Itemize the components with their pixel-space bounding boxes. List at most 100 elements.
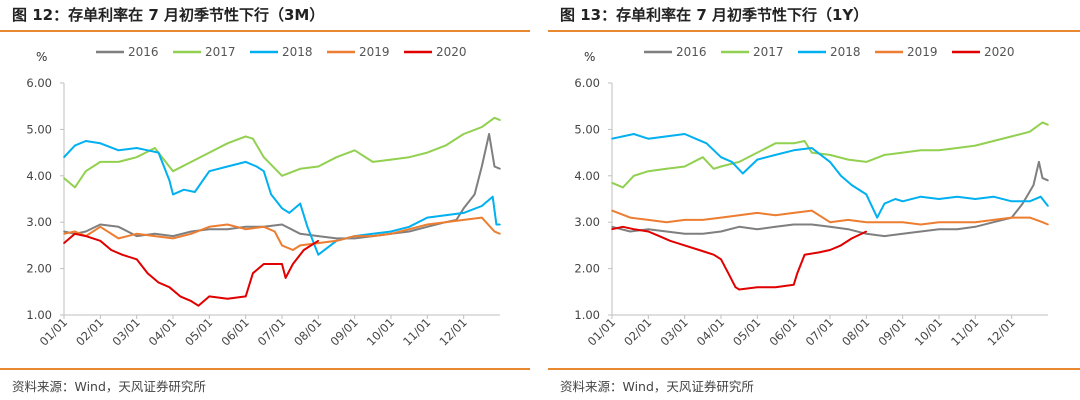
legend-item: 2017 bbox=[173, 45, 236, 59]
data-point-2018 bbox=[306, 226, 309, 228]
data-point-2020 bbox=[303, 249, 305, 251]
data-point-2016 bbox=[190, 230, 192, 233]
data-point-2020 bbox=[647, 230, 650, 233]
data-point-2019 bbox=[172, 237, 174, 240]
data-point-2020 bbox=[865, 230, 868, 233]
legend-label: 2017 bbox=[753, 45, 784, 59]
legend-item: 2019 bbox=[327, 45, 390, 59]
data-point-2019 bbox=[99, 226, 102, 228]
data-point-2018 bbox=[372, 233, 374, 235]
x-tick-label: 07/01 bbox=[255, 315, 288, 348]
data-point-2018 bbox=[135, 147, 138, 149]
data-point-2020 bbox=[698, 249, 700, 251]
data-point-2019 bbox=[1047, 223, 1049, 226]
data-point-2019 bbox=[74, 230, 76, 233]
chart-title: 图 13：存单利率在 7 月初季节性下行（1Y） bbox=[560, 6, 869, 24]
series-line-2020 bbox=[63, 232, 319, 307]
data-point-2016 bbox=[473, 193, 476, 196]
data-point-2017 bbox=[1010, 135, 1013, 138]
data-point-2018 bbox=[851, 184, 853, 186]
data-point-2020 bbox=[190, 300, 192, 302]
series-line-2017 bbox=[63, 116, 501, 189]
data-point-2018 bbox=[390, 230, 392, 233]
data-point-2020 bbox=[252, 272, 254, 274]
x-tick-label: 10/01 bbox=[912, 315, 945, 348]
data-point-2020 bbox=[317, 240, 320, 242]
data-point-2018 bbox=[208, 170, 211, 172]
data-point-2016 bbox=[208, 228, 211, 230]
data-point-2017 bbox=[299, 168, 302, 170]
data-point-2020 bbox=[792, 284, 795, 286]
data-point-2020 bbox=[712, 253, 715, 256]
data-point-2016 bbox=[353, 237, 356, 240]
data-point-2019 bbox=[426, 223, 429, 226]
data-point-2019 bbox=[920, 223, 922, 226]
data-point-2019 bbox=[883, 221, 886, 223]
data-point-2019 bbox=[647, 219, 650, 221]
data-point-2020 bbox=[622, 226, 624, 228]
chart-panel-1y: 图 13：存单利率在 7 月初季节性下行（1Y） % 2016 2017 2018 20… bbox=[548, 0, 1080, 400]
data-point-2018 bbox=[883, 202, 886, 205]
data-point-2020 bbox=[658, 235, 660, 237]
data-point-2017 bbox=[263, 156, 265, 158]
data-point-2017 bbox=[154, 147, 156, 149]
chart-title: 图 12：存单利率在 7 月初季节性下行（3M） bbox=[12, 6, 325, 24]
data-point-2018 bbox=[683, 133, 686, 135]
data-point-2017 bbox=[317, 165, 320, 168]
data-point-2019 bbox=[353, 235, 356, 237]
data-point-2016 bbox=[226, 228, 229, 230]
data-point-2017 bbox=[956, 147, 958, 149]
data-point-2016 bbox=[1041, 177, 1044, 179]
data-point-2016 bbox=[811, 223, 813, 226]
data-point-2017 bbox=[408, 156, 411, 158]
data-point-2016 bbox=[488, 133, 490, 135]
source-rule bbox=[548, 368, 1080, 370]
data-point-2018 bbox=[117, 149, 120, 152]
data-point-2016 bbox=[829, 226, 831, 228]
data-point-2016 bbox=[481, 165, 483, 168]
data-point-2017 bbox=[99, 161, 102, 163]
x-tick-label: 03/01 bbox=[657, 315, 690, 348]
data-point-2016 bbox=[408, 230, 411, 233]
data-point-2020 bbox=[121, 253, 123, 256]
data-point-2016 bbox=[99, 223, 102, 226]
data-point-2020 bbox=[63, 242, 65, 244]
legend-item: 2016 bbox=[644, 45, 707, 59]
data-point-2017 bbox=[665, 168, 668, 170]
data-point-2020 bbox=[179, 295, 182, 298]
data-point-2019 bbox=[226, 223, 229, 226]
data-point-2018 bbox=[146, 149, 149, 152]
data-point-2019 bbox=[317, 242, 320, 244]
data-point-2020 bbox=[720, 258, 722, 261]
legend-label: 2019 bbox=[359, 45, 390, 59]
data-point-2017 bbox=[372, 161, 374, 163]
data-point-2020 bbox=[292, 263, 294, 265]
data-point-2019 bbox=[408, 228, 411, 230]
data-point-2018 bbox=[894, 198, 897, 200]
data-point-2019 bbox=[63, 233, 65, 235]
series-line-2019 bbox=[611, 209, 1049, 226]
data-point-2017 bbox=[865, 161, 868, 163]
x-tick-label: 11/01 bbox=[948, 315, 981, 348]
data-point-2016 bbox=[738, 226, 740, 228]
legend-item: 2020 bbox=[404, 45, 467, 59]
data-point-2018 bbox=[194, 191, 196, 193]
legend-label: 2020 bbox=[984, 45, 1015, 59]
x-tick-label: 10/01 bbox=[364, 315, 397, 348]
data-point-2017 bbox=[190, 161, 192, 163]
legend-label: 2018 bbox=[830, 45, 861, 59]
data-point-2017 bbox=[803, 140, 806, 142]
data-point-2020 bbox=[796, 272, 799, 274]
x-tick-label: 02/01 bbox=[621, 315, 654, 348]
data-point-2017 bbox=[335, 156, 338, 158]
data-point-2019 bbox=[372, 235, 374, 237]
y-tick-label: 5.00 bbox=[574, 122, 600, 136]
data-point-2018 bbox=[829, 161, 831, 163]
x-tick-label: 06/01 bbox=[766, 315, 799, 348]
data-point-2017 bbox=[462, 133, 465, 135]
data-point-2016 bbox=[493, 165, 496, 168]
data-point-2017 bbox=[883, 154, 886, 156]
chart-source: 资料来源：Wind，天风证券研究所 bbox=[560, 379, 754, 394]
data-point-2019 bbox=[462, 219, 465, 221]
data-point-2018 bbox=[444, 214, 447, 216]
